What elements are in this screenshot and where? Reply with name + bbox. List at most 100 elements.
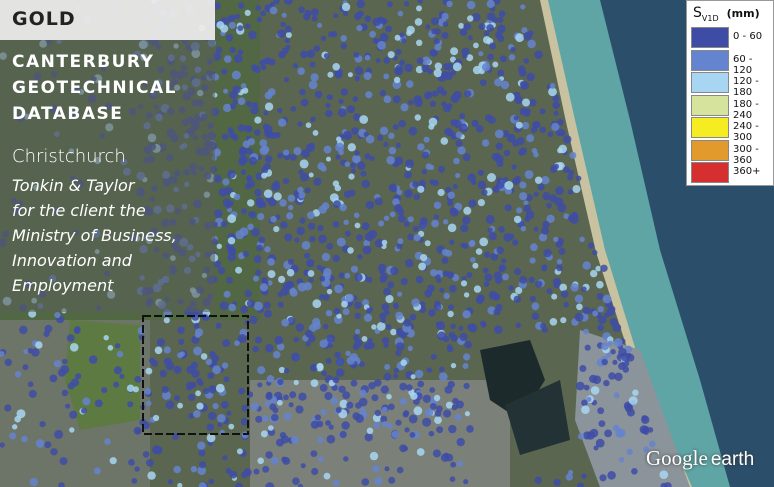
- assessment-point: [69, 410, 78, 419]
- assessment-point: [523, 31, 532, 41]
- assessment-point: [583, 328, 589, 335]
- assessment-point: [526, 72, 535, 82]
- assessment-point: [235, 482, 243, 487]
- assessment-point: [350, 162, 357, 169]
- assessment-point: [586, 396, 592, 402]
- assessment-point: [318, 234, 327, 244]
- assessment-point: [35, 439, 45, 448]
- assessment-point: [353, 113, 361, 121]
- assessment-point: [479, 237, 489, 247]
- assessment-point: [387, 51, 395, 59]
- assessment-point: [520, 4, 526, 10]
- assessment-point: [289, 391, 297, 399]
- assessment-point: [432, 90, 439, 97]
- assessment-point: [322, 323, 329, 330]
- assessment-point: [286, 268, 295, 277]
- legend-label: 300 - 360: [733, 143, 759, 166]
- assessment-point: [523, 200, 529, 206]
- assessment-point: [62, 358, 68, 365]
- assessment-point: [299, 159, 309, 169]
- assessment-point: [354, 301, 362, 309]
- assessment-point: [363, 239, 371, 247]
- assessment-point: [533, 191, 539, 197]
- assessment-point: [587, 242, 595, 249]
- assessment-point: [447, 223, 457, 233]
- assessment-point: [417, 0, 423, 4]
- assessment-point: [50, 448, 58, 456]
- assessment-point: [424, 408, 434, 417]
- assessment-point: [217, 422, 223, 428]
- assessment-point: [643, 446, 650, 453]
- assessment-point: [354, 150, 360, 156]
- assessment-point: [271, 413, 279, 422]
- assessment-point: [444, 127, 453, 136]
- assessment-point: [353, 52, 360, 58]
- assessment-point: [287, 194, 295, 202]
- assessment-point: [323, 53, 330, 59]
- assessment-point: [460, 242, 466, 248]
- assessment-point: [378, 220, 385, 227]
- assessment-point: [316, 362, 324, 371]
- assessment-point: [300, 172, 309, 182]
- assessment-point: [365, 91, 373, 99]
- assessment-point: [359, 389, 367, 397]
- assessment-point: [281, 12, 287, 18]
- assessment-point: [126, 384, 135, 392]
- assessment-point: [395, 419, 402, 426]
- assessment-point: [251, 227, 260, 237]
- assessment-point: [240, 305, 248, 314]
- assessment-point: [513, 215, 522, 224]
- assessment-point: [498, 10, 506, 17]
- assessment-point: [381, 421, 388, 428]
- assessment-point: [247, 223, 254, 231]
- assessment-point: [353, 212, 360, 219]
- assessment-point: [310, 73, 319, 82]
- assessment-point: [394, 34, 401, 41]
- assessment-point: [311, 8, 319, 17]
- assessment-point: [336, 313, 342, 319]
- assessment-point: [284, 233, 293, 242]
- assessment-point: [441, 31, 449, 40]
- assessment-point: [383, 372, 392, 381]
- assessment-point: [377, 134, 384, 141]
- assessment-point: [473, 42, 479, 49]
- assessment-point: [555, 186, 564, 196]
- legend-swatch: [691, 139, 729, 161]
- assessment-point: [433, 302, 442, 311]
- assessment-point: [308, 277, 314, 283]
- assessment-point: [261, 415, 269, 422]
- assessment-point: [538, 233, 548, 242]
- assessment-point: [481, 62, 491, 72]
- assessment-point: [296, 226, 305, 236]
- assessment-point: [639, 425, 649, 434]
- assessment-point: [441, 257, 449, 264]
- assessment-point: [626, 408, 635, 417]
- assessment-point: [58, 482, 65, 487]
- assessment-point: [265, 482, 275, 487]
- assessment-point: [200, 353, 208, 360]
- assessment-point: [414, 98, 423, 107]
- assessment-point: [280, 21, 286, 27]
- assessment-point: [293, 336, 300, 343]
- assessment-point: [299, 88, 306, 96]
- assessment-point: [481, 139, 490, 147]
- assessment-point: [246, 299, 255, 308]
- assessment-point: [441, 101, 447, 107]
- assessment-point: [421, 168, 428, 175]
- assessment-point: [445, 186, 452, 194]
- assessment-point: [264, 401, 271, 407]
- assessment-point: [128, 459, 135, 466]
- assessment-point: [342, 10, 349, 17]
- assessment-point: [393, 373, 399, 379]
- assessment-point: [326, 288, 333, 295]
- assessment-point: [445, 401, 453, 409]
- assessment-point: [294, 237, 300, 243]
- assessment-point: [381, 406, 388, 413]
- assessment-point: [227, 253, 236, 262]
- assessment-point: [397, 291, 403, 297]
- assessment-point: [483, 30, 490, 37]
- assessment-point: [366, 276, 373, 283]
- assessment-point: [361, 336, 368, 342]
- assessment-point: [543, 248, 552, 258]
- assessment-point: [583, 384, 590, 391]
